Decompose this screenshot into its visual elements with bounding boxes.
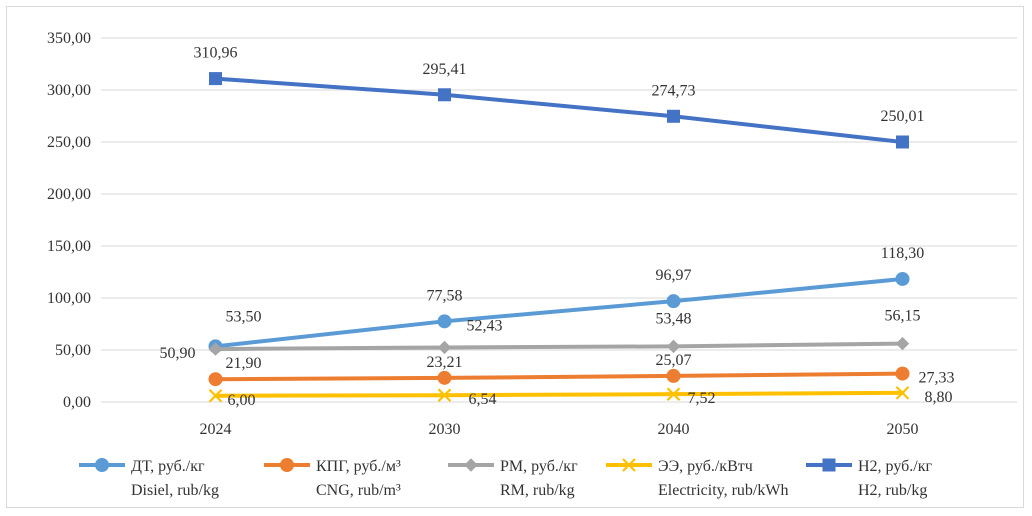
legend-label-ru: ДТ, руб./кг — [131, 455, 219, 479]
data-label: 56,15 — [885, 308, 921, 325]
series-2: 50,90 52,43 53,48 56,15 — [160, 308, 921, 362]
data-label: 295,41 — [423, 61, 467, 78]
y-tick-label: 0,00 — [63, 394, 91, 411]
data-point-marker — [210, 73, 222, 85]
data-label: 53,48 — [656, 310, 692, 327]
y-tick-label: 250,00 — [47, 134, 91, 151]
data-label: 27,33 — [919, 370, 955, 387]
data-label: 310,96 — [194, 45, 238, 62]
y-tick-label: 200,00 — [47, 186, 91, 203]
legend-marker — [281, 459, 294, 472]
legend-swatch-electricity — [604, 457, 654, 473]
legend-swatch-h2 — [804, 457, 854, 473]
legend: ДТ, руб./кг Disiel, rub/kg КПГ, руб./м³ … — [77, 455, 997, 515]
legend-label-ru: Н2, руб./кг — [858, 455, 932, 479]
data-point-marker — [438, 315, 451, 328]
series-line — [216, 393, 903, 396]
data-point-marker — [896, 367, 909, 380]
series-line — [216, 344, 903, 349]
legend-marker — [465, 459, 477, 471]
series-4: 310,96 295,41 274,73 250,01 — [194, 45, 925, 148]
x-tick-label: 2030 — [429, 421, 461, 438]
legend-swatch-rm — [446, 457, 496, 473]
legend-text-diesel: ДТ, руб./кг Disiel, rub/kg — [131, 455, 219, 503]
legend-text-h2: Н2, руб./кг H2, rub/kg — [858, 455, 932, 503]
legend-swatch-cng — [262, 457, 312, 473]
data-label: 25,07 — [656, 352, 692, 369]
data-point-marker — [209, 373, 222, 386]
legend-label-en: H2, rub/kg — [858, 479, 932, 503]
data-label: 52,43 — [467, 317, 503, 334]
series-line — [216, 79, 903, 142]
data-label: 96,97 — [656, 267, 692, 284]
data-label: 50,90 — [160, 345, 196, 362]
legend-marker — [823, 459, 835, 471]
data-point-marker — [897, 136, 909, 148]
legend-label-ru: ЭЭ, руб./кВтч — [658, 455, 788, 479]
legend-text-electricity: ЭЭ, руб./кВтч Electricity, rub/kWh — [658, 455, 788, 503]
data-label: 77,58 — [427, 287, 463, 304]
series-0: 53,50 77,58 96,97 118,30 — [209, 245, 924, 353]
data-label: 21,90 — [226, 355, 262, 372]
legend-marker — [96, 459, 109, 472]
data-label: 250,01 — [881, 108, 925, 125]
legend-text-cng: КПГ, руб./м³ CNG, rub/m³ — [316, 455, 401, 503]
line-chart: 0,00 50,00 100,00 150,00 200,00 250,00 300,00 3… — [7, 7, 1025, 509]
legend-text-rm: РМ, руб./кг RM, rub/kg — [500, 455, 578, 503]
data-point-marker — [439, 341, 451, 353]
data-point-marker — [668, 340, 680, 352]
y-tick-label: 50,00 — [55, 342, 91, 359]
y-tick-label: 150,00 — [47, 238, 91, 255]
data-label: 118,30 — [881, 245, 924, 262]
data-point-marker — [897, 338, 909, 350]
series-3: 6,00 6,54 7,52 8,80 — [210, 387, 953, 409]
data-label: 274,73 — [652, 82, 696, 99]
series-line — [216, 374, 903, 380]
data-label: 6,00 — [228, 392, 256, 409]
data-label: 8,80 — [925, 389, 953, 406]
legend-label-en: Electricity, rub/kWh — [658, 479, 788, 503]
series-1: 21,90 23,21 25,07 27,33 — [209, 352, 955, 387]
x-tick-label: 2040 — [658, 421, 690, 438]
legend-label-en: CNG, rub/m³ — [316, 479, 401, 503]
legend-label-ru: РМ, руб./кг — [500, 455, 578, 479]
chart-frame: 0,00 50,00 100,00 150,00 200,00 250,00 300,00 3… — [6, 6, 1024, 508]
data-label: 23,21 — [427, 354, 463, 371]
series-line — [216, 279, 903, 346]
x-tick-label: 2024 — [200, 421, 232, 438]
data-point-marker — [896, 272, 909, 285]
data-point-marker — [439, 89, 451, 101]
legend-label-en: RM, rub/kg — [500, 479, 578, 503]
data-label: 53,50 — [226, 308, 262, 325]
legend-swatch-diesel — [77, 457, 127, 473]
y-tick-label: 300,00 — [47, 82, 91, 99]
data-point-marker — [668, 110, 680, 122]
data-point-marker — [438, 371, 451, 384]
data-label: 6,54 — [469, 391, 497, 408]
y-tick-label: 100,00 — [47, 290, 91, 307]
data-point-marker — [667, 295, 680, 308]
data-point-marker — [667, 369, 680, 382]
x-tick-label: 2050 — [887, 421, 919, 438]
y-tick-label: 350,00 — [47, 30, 91, 47]
legend-label-ru: КПГ, руб./м³ — [316, 455, 401, 479]
data-label: 7,52 — [688, 390, 716, 407]
legend-label-en: Disiel, rub/kg — [131, 479, 219, 503]
